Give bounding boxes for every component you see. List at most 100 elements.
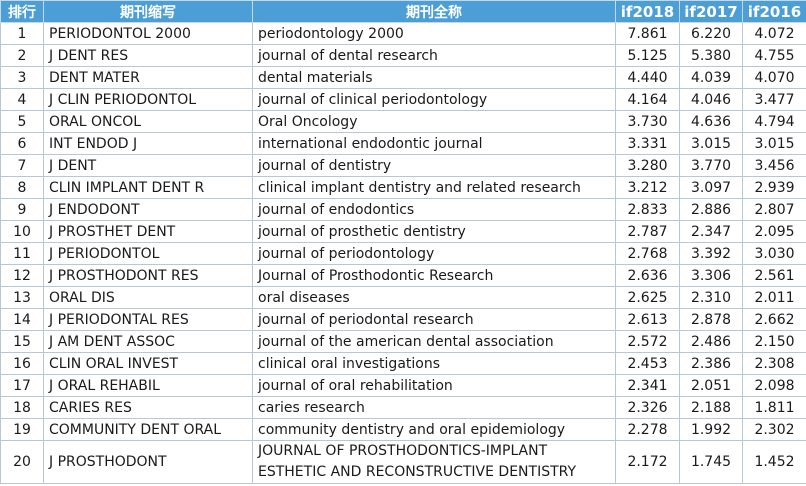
if2017-cell: 3.770 (679, 154, 743, 177)
rank-cell: 12 (0, 264, 44, 287)
if2017-cell: 4.039 (679, 66, 743, 89)
full-name-cell: periodontology 2000 (252, 22, 616, 45)
header-full: 期刊全称 (252, 0, 616, 23)
abbr-cell: J ORAL REHABIL (43, 374, 253, 397)
if2017-cell: 4.046 (679, 88, 743, 111)
table-row: 20 J PROSTHODONT JOURNAL OF PROSTHODONTI… (0, 440, 806, 484)
rank-cell: 10 (0, 220, 44, 243)
if2016-cell: 3.456 (742, 154, 806, 177)
if2017-cell: 5.380 (679, 44, 743, 67)
full-name-cell: journal of clinical periodontology (252, 88, 616, 111)
header-if2018: if2018 (615, 0, 680, 23)
if2018-cell: 3.730 (615, 110, 680, 133)
if2018-cell: 5.125 (615, 44, 680, 67)
table-row: 15 J AM DENT ASSOC journal of the americ… (0, 330, 806, 353)
full-name-cell: dental materials (252, 66, 616, 89)
if2017-cell: 2.386 (679, 352, 743, 375)
if2016-cell: 2.011 (742, 286, 806, 309)
abbr-cell: PERIODONTOL 2000 (43, 22, 253, 45)
if2017-cell: 3.097 (679, 176, 743, 199)
table-row: 10 J PROSTHET DENT journal of prosthetic… (0, 220, 806, 243)
full-name-cell: journal of dentistry (252, 154, 616, 177)
abbr-cell: CLIN IMPLANT DENT R (43, 176, 253, 199)
if2017-cell: 2.051 (679, 374, 743, 397)
abbr-cell: J PERIODONTOL (43, 242, 253, 265)
if2017-cell: 3.306 (679, 264, 743, 287)
if2016-cell: 2.662 (742, 308, 806, 331)
table-row: 4 J CLIN PERIODONTOL journal of clinical… (0, 88, 806, 111)
rank-cell: 1 (0, 22, 44, 45)
abbr-cell: J AM DENT ASSOC (43, 330, 253, 353)
full-name-cell: JOURNAL OF PROSTHODONTICS-IMPLANT ESTHET… (252, 440, 616, 484)
if2017-cell: 2.188 (679, 396, 743, 419)
full-name-cell: Oral Oncology (252, 110, 616, 133)
if2017-cell: 2.310 (679, 286, 743, 309)
if2018-cell: 2.278 (615, 418, 680, 441)
abbr-cell: CLIN ORAL INVEST (43, 352, 253, 375)
header-row: 排行 期刊缩写 期刊全称 if2018 if2017 if2016 (0, 0, 806, 23)
if2018-cell: 4.164 (615, 88, 680, 111)
if2016-cell: 2.095 (742, 220, 806, 243)
rank-cell: 20 (0, 440, 44, 484)
if2018-cell: 2.572 (615, 330, 680, 353)
table-row: 16 CLIN ORAL INVEST clinical oral invest… (0, 352, 806, 375)
abbr-cell: J PROSTHODONT (43, 440, 253, 484)
table-row: 2 J DENT RES journal of dental research … (0, 44, 806, 67)
full-name-cell: journal of the american dental associati… (252, 330, 616, 353)
header-rank: 排行 (0, 0, 44, 23)
full-name-cell: journal of periodontology (252, 242, 616, 265)
table-row: 11 J PERIODONTOL journal of periodontolo… (0, 242, 806, 265)
full-name-cell: oral diseases (252, 286, 616, 309)
abbr-cell: ORAL DIS (43, 286, 253, 309)
if2016-cell: 2.807 (742, 198, 806, 221)
full-name-cell: journal of periodontal research (252, 308, 616, 331)
table-row: 19 COMMUNITY DENT ORAL community dentist… (0, 418, 806, 441)
if2016-cell: 3.030 (742, 242, 806, 265)
if2016-cell: 3.015 (742, 132, 806, 155)
rank-cell: 17 (0, 374, 44, 397)
if2017-cell: 1.992 (679, 418, 743, 441)
abbr-cell: J PROSTHET DENT (43, 220, 253, 243)
if2018-cell: 3.280 (615, 154, 680, 177)
rank-cell: 5 (0, 110, 44, 133)
header-if2017: if2017 (679, 0, 743, 23)
abbr-cell: J PROSTHODONT RES (43, 264, 253, 287)
full-name-cell: Journal of Prosthodontic Research (252, 264, 616, 287)
if2018-cell: 2.833 (615, 198, 680, 221)
table-row: 14 J PERIODONTAL RES journal of periodon… (0, 308, 806, 331)
abbr-cell: J ENDODONT (43, 198, 253, 221)
abbr-cell: J PERIODONTAL RES (43, 308, 253, 331)
table-row: 6 INT ENDOD J international endodontic j… (0, 132, 806, 155)
rank-cell: 11 (0, 242, 44, 265)
table-row: 3 DENT MATER dental materials 4.440 4.03… (0, 66, 806, 89)
if2018-cell: 2.787 (615, 220, 680, 243)
if2018-cell: 2.341 (615, 374, 680, 397)
rank-cell: 8 (0, 176, 44, 199)
abbr-cell: ORAL ONCOL (43, 110, 253, 133)
if2018-cell: 2.636 (615, 264, 680, 287)
full-name-cell: journal of prosthetic dentistry (252, 220, 616, 243)
rank-cell: 19 (0, 418, 44, 441)
rank-cell: 16 (0, 352, 44, 375)
full-name-cell: clinical oral investigations (252, 352, 616, 375)
full-name-cell: international endodontic journal (252, 132, 616, 155)
rank-cell: 2 (0, 44, 44, 67)
if2017-cell: 3.392 (679, 242, 743, 265)
rank-cell: 15 (0, 330, 44, 353)
abbr-cell: CARIES RES (43, 396, 253, 419)
table-row: 18 CARIES RES caries research 2.326 2.18… (0, 396, 806, 419)
if2017-cell: 2.886 (679, 198, 743, 221)
if2016-cell: 4.070 (742, 66, 806, 89)
table-row: 8 CLIN IMPLANT DENT R clinical implant d… (0, 176, 806, 199)
abbr-cell: J DENT (43, 154, 253, 177)
header-if2016: if2016 (742, 0, 806, 23)
table-row: 7 J DENT journal of dentistry 3.280 3.77… (0, 154, 806, 177)
if2018-cell: 7.861 (615, 22, 680, 45)
if2016-cell: 2.098 (742, 374, 806, 397)
if2018-cell: 2.453 (615, 352, 680, 375)
if2016-cell: 2.561 (742, 264, 806, 287)
if2018-cell: 2.172 (615, 440, 680, 484)
if2017-cell: 4.636 (679, 110, 743, 133)
full-name-cell: journal of dental research (252, 44, 616, 67)
rank-cell: 4 (0, 88, 44, 111)
